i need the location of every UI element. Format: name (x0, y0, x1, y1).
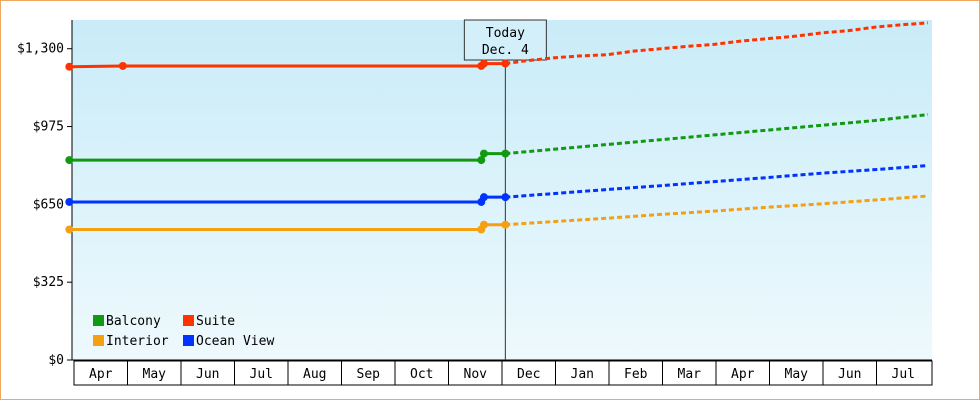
forecast-line-interior (505, 194, 929, 227)
x-tick-label: Sep (357, 367, 381, 382)
x-tick-label: May (785, 367, 809, 382)
legend-label: Balcony (106, 314, 161, 329)
legend-swatch-interior (93, 335, 104, 346)
legend-swatch-balcony (93, 315, 104, 326)
x-tick-label: Jul (250, 367, 273, 382)
x-tick-label: Jul (892, 367, 915, 382)
data-point-ocean-view[interactable] (65, 197, 74, 206)
y-tick-label: $975 (33, 120, 64, 135)
data-point-suite[interactable] (65, 62, 74, 71)
y-tick-label: $1,300 (17, 42, 64, 57)
legend-label: Ocean View (196, 334, 274, 349)
legend-label: Interior (106, 334, 169, 349)
y-tick-label: $325 (33, 275, 64, 290)
x-tick-label: Feb (624, 367, 648, 382)
y-tick-label: $650 (33, 197, 64, 212)
x-tick-label: Aug (303, 367, 326, 382)
data-point-interior[interactable] (479, 220, 488, 229)
x-tick-label: Dec (517, 367, 540, 382)
data-point-interior[interactable] (501, 220, 510, 229)
legend-label: Suite (196, 314, 235, 329)
x-tick-label: Jun (838, 367, 861, 382)
x-tick-label: Apr (89, 367, 113, 382)
today-date: Dec. 4 (482, 43, 529, 58)
data-point-balcony[interactable] (479, 149, 488, 158)
x-tick-label: Jun (196, 367, 219, 382)
month-bar (73, 360, 933, 386)
y-tick-label: $0 (48, 353, 64, 368)
today-label: Today (486, 26, 525, 41)
data-point-suite[interactable] (479, 59, 488, 68)
forecast-line-ocean-view (505, 164, 929, 199)
legend-swatch-ocean-view (183, 335, 194, 346)
x-tick-label: Nov (464, 367, 488, 382)
plot-area (72, 20, 932, 360)
x-tick-label: Mar (678, 367, 702, 382)
x-tick-label: Apr (731, 367, 755, 382)
data-point-suite[interactable] (118, 61, 127, 70)
data-point-ocean-view[interactable] (501, 193, 510, 202)
data-point-interior[interactable] (65, 225, 74, 234)
data-point-balcony[interactable] (501, 149, 510, 158)
data-point-ocean-view[interactable] (479, 193, 488, 202)
data-point-balcony[interactable] (477, 156, 486, 165)
forecast-line-balcony (505, 113, 929, 156)
data-point-suite[interactable] (501, 59, 510, 68)
forecast-line-suite (505, 21, 929, 66)
x-tick-label: Oct (410, 367, 433, 382)
x-tick-label: Jan (571, 367, 594, 382)
data-point-balcony[interactable] (65, 156, 74, 165)
legend-swatch-suite (183, 315, 194, 326)
today-box (463, 19, 547, 61)
x-tick-label: May (143, 367, 167, 382)
